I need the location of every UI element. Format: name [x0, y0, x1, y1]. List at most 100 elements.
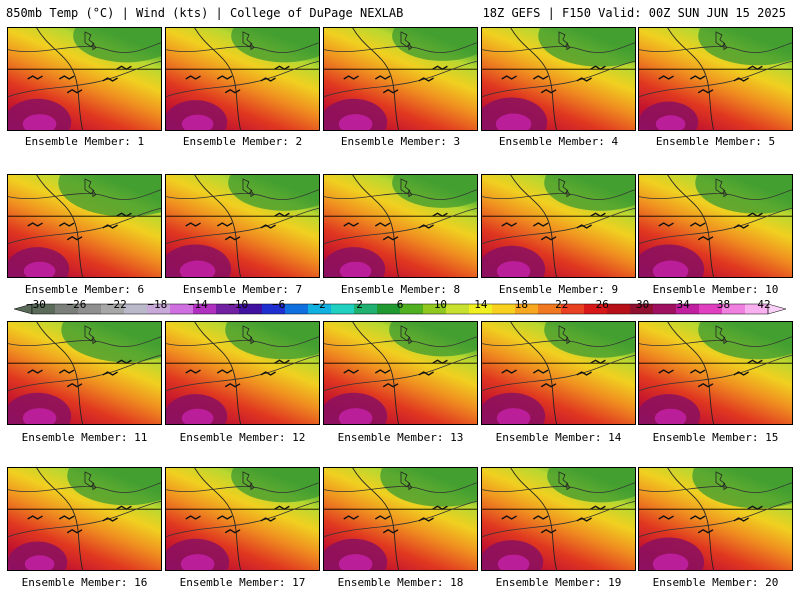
- height-contour: [324, 500, 477, 538]
- wind-barb: [27, 515, 43, 520]
- wind-barb: [590, 505, 606, 510]
- colorbar-tick-label: −26: [66, 298, 87, 311]
- colorbar-swatch: [377, 304, 401, 314]
- height-contour: [324, 482, 477, 493]
- wind-barb: [66, 382, 83, 388]
- wind-barb: [576, 224, 592, 229]
- colorbar-tick-label: 34: [676, 298, 690, 311]
- ensemble-map-panel: [323, 27, 478, 131]
- wind-barb: [532, 369, 549, 374]
- ensemble-map-panel: [7, 321, 162, 425]
- height-contour: [482, 42, 635, 53]
- heat-core-peak: [497, 554, 530, 570]
- wind-barb: [102, 77, 118, 82]
- lake-outline: [400, 325, 413, 345]
- wind-barb: [58, 75, 75, 80]
- wind-barb: [216, 515, 233, 520]
- colorbar-swatch: [124, 304, 148, 314]
- height-contour: [482, 482, 635, 493]
- wind-barb: [102, 517, 118, 522]
- heat-core-peak: [495, 113, 532, 130]
- height-contour: [482, 354, 635, 392]
- coastline: [194, 28, 242, 130]
- colorbar-tick-label: −10: [228, 298, 249, 311]
- wind-barb: [658, 222, 674, 227]
- height-contour: [166, 189, 319, 200]
- wind-barb: [501, 75, 517, 80]
- heat-core-peak: [338, 408, 373, 424]
- wind-barb: [418, 224, 434, 229]
- colorbar-tick-label: −6: [272, 298, 286, 311]
- height-contour: [8, 189, 161, 200]
- coastline: [667, 468, 715, 570]
- heat-core-peak: [179, 260, 216, 277]
- wind-barb: [658, 369, 674, 374]
- heat-core-peak: [181, 408, 214, 424]
- height-contour: [166, 354, 319, 392]
- ensemble-map-panel: [165, 467, 320, 571]
- height-contour: [639, 354, 792, 392]
- heat-core-peak: [655, 115, 686, 130]
- wind-barb: [116, 505, 132, 510]
- wind-barb: [747, 65, 763, 70]
- colorbar-tick-label: −2: [312, 298, 326, 311]
- colorbar-tick-label: 38: [716, 298, 731, 311]
- colorbar-outline: [31, 303, 769, 315]
- height-contour: [166, 482, 319, 493]
- height-contour: [324, 207, 477, 245]
- ensemble-member-label: Ensemble Member: 1: [24, 135, 145, 148]
- wind-barb: [689, 75, 706, 80]
- colorbar-swatch: [55, 304, 79, 314]
- ensemble-member-label: Ensemble Member: 9: [498, 283, 619, 296]
- run-valid-time: 18Z GEFS | F150 Valid: 00Z SUN JUN 15 20…: [482, 6, 786, 20]
- lake-outline: [715, 325, 728, 345]
- ensemble-member-label: Ensemble Member: 6: [24, 283, 145, 296]
- colorbar-swatch: [423, 304, 447, 314]
- wind-barb: [66, 528, 83, 534]
- wind-barb: [260, 77, 276, 82]
- colorbar-swatch: [561, 304, 585, 314]
- height-contour: [8, 42, 161, 53]
- coastline: [352, 175, 400, 277]
- wind-barb: [374, 369, 391, 374]
- wind-barb: [224, 528, 241, 534]
- height-contour: [8, 207, 161, 245]
- wind-barb: [343, 222, 359, 227]
- heat-core-peak: [23, 261, 56, 277]
- coastline: [510, 468, 558, 570]
- colorbar-swatch: [699, 304, 723, 314]
- wind-barb: [532, 75, 549, 80]
- heat-core-peak: [22, 408, 57, 424]
- wind-barb: [260, 371, 276, 376]
- wind-barb: [116, 212, 132, 217]
- ensemble-map-panel: [481, 174, 636, 278]
- wind-barb: [216, 75, 233, 80]
- wind-barb: [58, 222, 75, 227]
- ensemble-map-panel: [165, 27, 320, 131]
- ensemble-map-panel: [638, 174, 793, 278]
- wind-barb: [58, 515, 75, 520]
- wind-barb: [185, 75, 201, 80]
- lake-outline: [400, 31, 413, 51]
- ensemble-member-label: Ensemble Member: 12: [179, 431, 306, 444]
- heat-core-peak: [338, 114, 373, 130]
- wind-barb: [343, 75, 359, 80]
- wind-barb: [658, 75, 674, 80]
- wind-barb: [260, 224, 276, 229]
- colorbar-swatch: [653, 304, 677, 314]
- ensemble-member-label: Ensemble Member: 2: [182, 135, 303, 148]
- height-contour: [324, 336, 477, 347]
- coastline: [36, 322, 84, 424]
- colorbar-swatch: [722, 304, 746, 314]
- cool-air-region: [544, 175, 635, 211]
- height-contour: [639, 336, 792, 347]
- ensemble-member-label: Ensemble Member: 19: [495, 576, 622, 589]
- wind-barb: [224, 88, 241, 94]
- wind-barb: [532, 515, 549, 520]
- wind-barb: [66, 88, 83, 94]
- cool-air-region: [698, 28, 792, 66]
- ensemble-member-label: Ensemble Member: 13: [337, 431, 464, 444]
- coastline: [36, 468, 84, 570]
- ensemble-map-panel: [638, 467, 793, 571]
- height-contour: [482, 336, 635, 347]
